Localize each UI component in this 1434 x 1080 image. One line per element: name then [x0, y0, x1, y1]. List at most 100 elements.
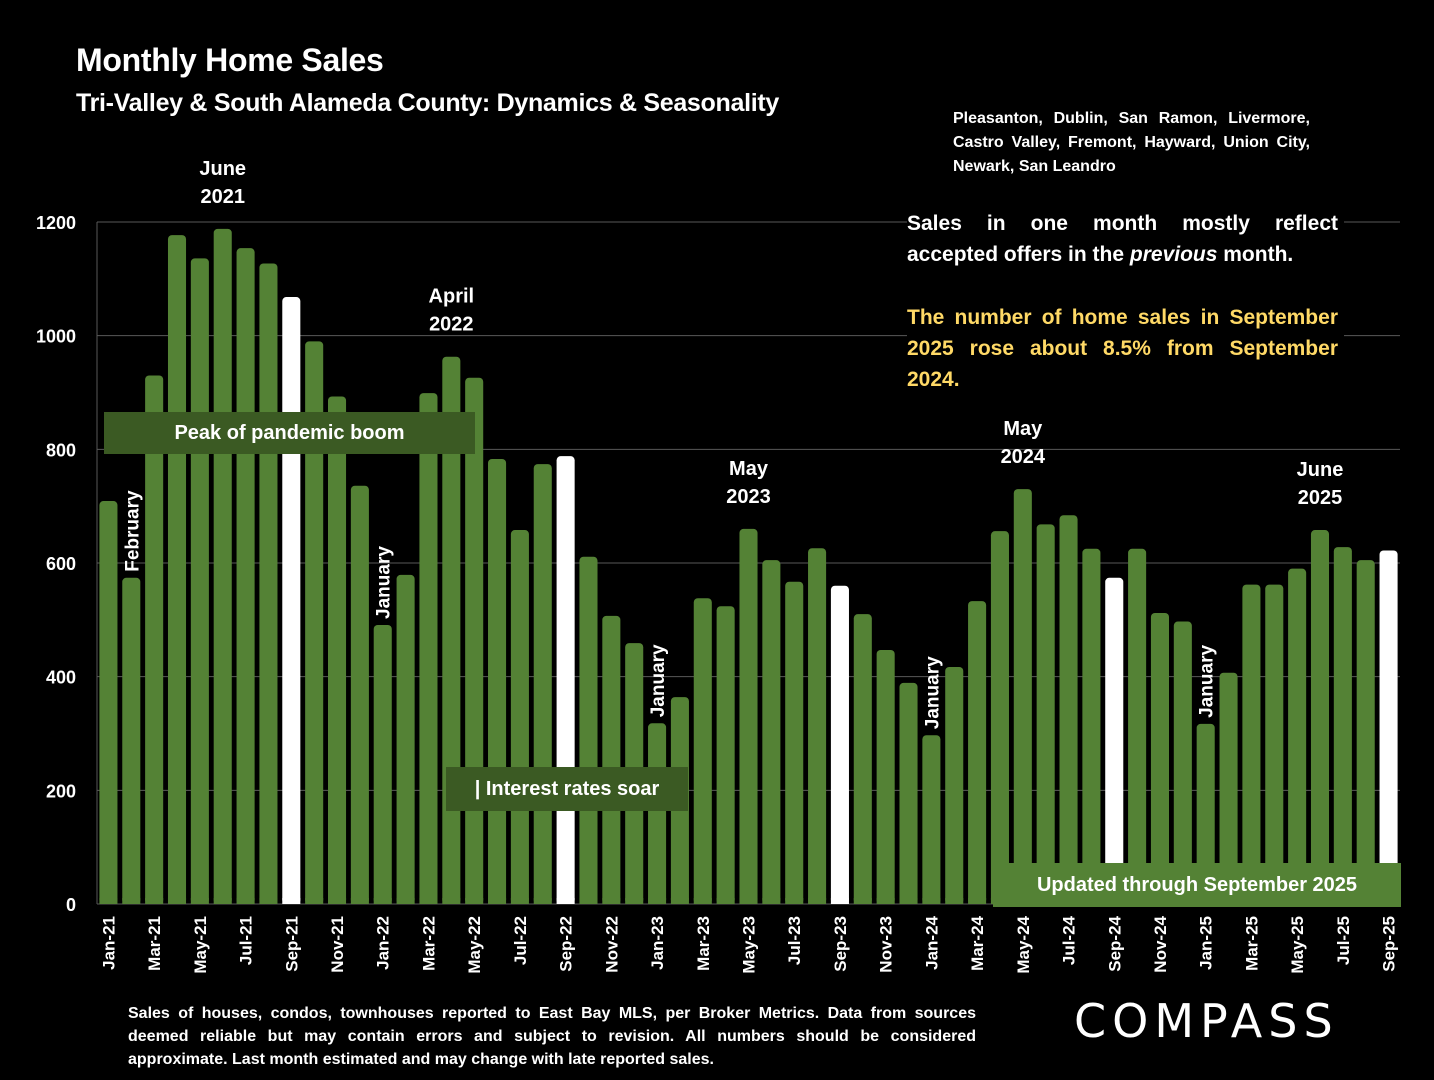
- sales-note-pre: Sales in one month mostly reflect accept…: [907, 212, 1338, 266]
- bar-sep-25: [1379, 550, 1398, 904]
- y-tick-label: 400: [46, 668, 76, 688]
- x-tick-label: Mar-24: [968, 915, 987, 970]
- bar-base: [876, 898, 895, 904]
- x-tick-label: Nov-21: [328, 916, 347, 973]
- bar-dec-24: [1173, 621, 1192, 904]
- bar-base: [830, 898, 849, 904]
- sales-note: Sales in one month mostly reflect accept…: [907, 208, 1344, 270]
- bar-base: [465, 898, 484, 904]
- y-tick-label: 600: [46, 554, 76, 574]
- bar-jun-21: [213, 228, 232, 904]
- bar-jul-21: [236, 248, 255, 905]
- bar-oct-22: [579, 556, 598, 904]
- bar-base: [579, 898, 598, 904]
- bar-mar-21: [145, 375, 164, 904]
- bar-aug-24: [1082, 548, 1101, 904]
- bar-nov-22: [602, 615, 621, 904]
- x-tick-label: Jan-24: [922, 915, 941, 969]
- bar-base: [122, 898, 141, 904]
- bar-base: [670, 898, 689, 904]
- bar-dec-21: [350, 485, 369, 904]
- bar-sep-21: [282, 297, 301, 904]
- bar-base: [762, 898, 781, 904]
- bar-base: [716, 898, 735, 904]
- chart-title: Monthly Home Sales: [76, 42, 384, 78]
- x-tick-label: Jul-23: [785, 916, 804, 965]
- peak-annotation: 2021: [200, 186, 245, 208]
- x-tick-label: May-22: [465, 916, 484, 974]
- bar-base: [693, 898, 712, 904]
- bar-jun-23: [762, 560, 781, 904]
- bar-nov-24: [1150, 613, 1170, 904]
- bar-base: [190, 898, 209, 904]
- y-tick-label: 1200: [36, 213, 76, 233]
- x-axis-ticks: Jan-21 Mar-21 May-21 Jul-21 Sep-21 Nov-21 Jan-…: [99, 915, 1398, 973]
- x-tick-label: Jan-25: [1197, 916, 1216, 970]
- highlight-note: The number of home sales in September 20…: [907, 302, 1344, 395]
- bar-oct-24: [1128, 548, 1147, 904]
- bar-base: [373, 898, 392, 904]
- bar-base: [853, 898, 872, 904]
- peak-annotation: June: [1297, 459, 1344, 481]
- peak-annotation: 2022: [429, 314, 474, 336]
- bar-jul-25: [1333, 547, 1352, 904]
- bar-may-22: [465, 377, 484, 904]
- bar-jan-23: [648, 723, 667, 904]
- sales-note-post: month.: [1217, 243, 1294, 266]
- x-tick-label: Jul-22: [511, 916, 530, 965]
- bar-feb-22: [396, 574, 415, 904]
- x-tick-label: Sep-21: [282, 916, 301, 972]
- y-tick-label: 0: [66, 895, 76, 915]
- chart-subtitle: Tri-Valley & South Alameda County: Dynam…: [76, 89, 780, 117]
- peak-annotation: April: [429, 286, 475, 308]
- bar-base: [533, 898, 552, 904]
- bar-aug-25: [1356, 560, 1375, 904]
- bar-apr-21: [167, 235, 187, 905]
- x-tick-label: Jan-23: [648, 916, 667, 970]
- x-tick-label: Jul-21: [237, 916, 256, 965]
- interest-rates-label: | Interest rates soar: [446, 767, 688, 811]
- bar-base: [282, 898, 301, 904]
- x-tick-label: Mar-22: [419, 916, 438, 971]
- bar-jul-23: [785, 581, 804, 904]
- x-tick-label: Nov-24: [1151, 915, 1170, 972]
- bar-mar-25: [1242, 584, 1261, 904]
- peak-annotation: May: [1003, 418, 1043, 440]
- bar-base: [922, 898, 941, 904]
- sales-note-italic: previous: [1129, 243, 1218, 266]
- cities-list: Pleasanton, Dublin, San Ramon, Livermore…: [953, 110, 1310, 175]
- bar-base: [442, 898, 461, 904]
- bar-feb-25: [1219, 672, 1238, 904]
- bar-base: [236, 898, 255, 904]
- month-annotation: January: [1197, 645, 1218, 718]
- month-annotation: January: [648, 644, 669, 717]
- bar-mar-22: [419, 393, 438, 904]
- peak-pandemic-label: Peak of pandemic boom: [104, 412, 475, 454]
- updated-through-label: Updated through September 2025: [993, 863, 1401, 907]
- x-tick-label: Jan-22: [374, 916, 393, 970]
- peak-annotation: May: [729, 458, 769, 480]
- bar-base: [419, 898, 438, 904]
- bar-apr-23: [716, 606, 735, 904]
- bar-jun-24: [1036, 524, 1055, 904]
- bar-base: [625, 898, 644, 904]
- bar-nov-23: [876, 649, 895, 904]
- y-tick-label: 200: [46, 781, 76, 801]
- peak-annotation: 2024: [1001, 446, 1046, 468]
- bar-may-24: [1013, 489, 1032, 904]
- y-tick-label: 800: [46, 440, 76, 460]
- bar-base: [899, 898, 918, 904]
- y-axis-ticks: 0 200 400 600 800 1000 1200: [36, 213, 76, 915]
- bar-feb-24: [945, 667, 964, 904]
- peak-annotation: 2023: [726, 486, 771, 508]
- x-tick-label: May-21: [191, 916, 210, 974]
- bar-base: [488, 898, 507, 904]
- bar-base: [305, 898, 324, 904]
- bar-jul-22: [510, 530, 529, 904]
- month-annotation: January: [922, 656, 943, 729]
- bar-base: [510, 898, 529, 904]
- x-tick-label: Mar-23: [694, 916, 713, 971]
- x-tick-label: Nov-23: [877, 916, 896, 973]
- footer-disclaimer: Sales of houses, condos, townhouses repo…: [128, 1005, 976, 1068]
